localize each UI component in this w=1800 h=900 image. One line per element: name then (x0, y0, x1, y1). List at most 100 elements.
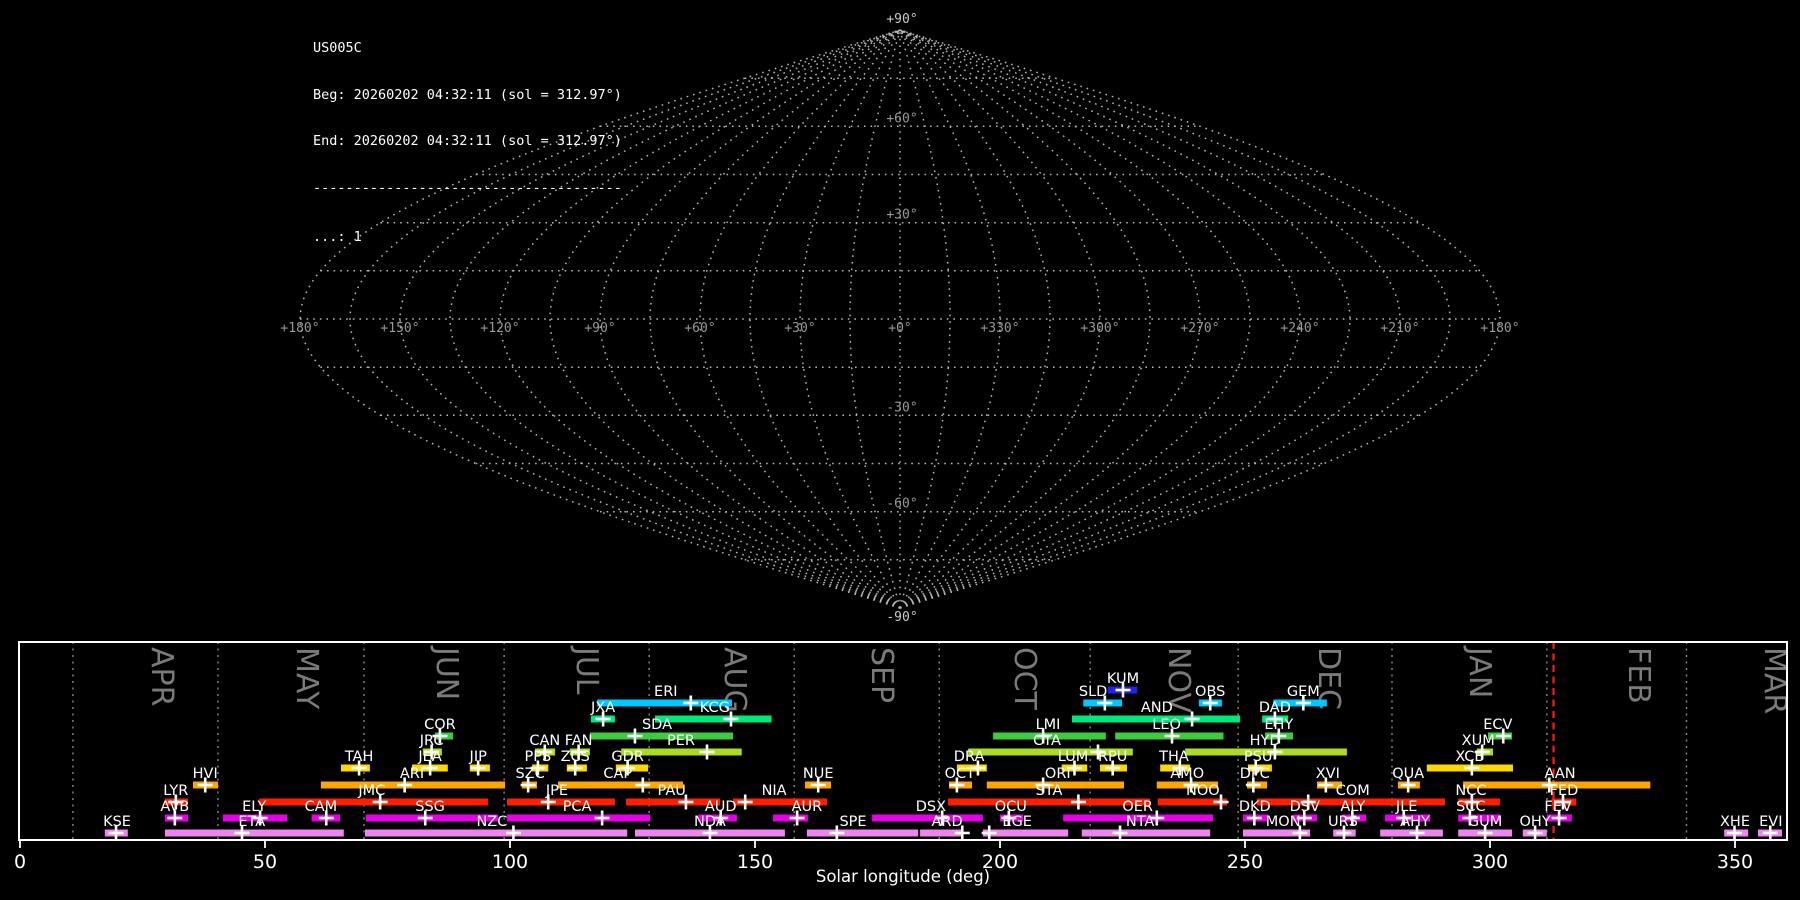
shower-FAN: FAN (565, 733, 592, 760)
shower-code-label-LMI: LMI (1036, 717, 1061, 733)
shower-code-label-AND: AND (1141, 700, 1173, 716)
shower-code-label-COR: COR (424, 717, 456, 733)
map-longitude-label: +270° (1180, 321, 1219, 336)
shower-ETA: ETA (165, 814, 344, 841)
shower-KCG: KCG (655, 700, 772, 727)
map-meridian-90 (899, 29, 1201, 609)
shower-JXA: JXA (590, 700, 615, 727)
shower-bar-NIA (733, 798, 828, 806)
shower-SPE: SPE (806, 814, 919, 841)
map-longitude-label: +60° (684, 321, 715, 336)
shower-code-label-SDA: SDA (642, 717, 672, 733)
x-axis-tick-label: 200 (982, 851, 1018, 873)
map-meridian--135 (449, 29, 901, 609)
shower-code-label-KUM: KUM (1107, 671, 1139, 687)
map-longitude-label: +180° (280, 321, 319, 336)
shower-bar-PER (621, 748, 742, 756)
shower-code-label-NDA: NDA (694, 814, 726, 830)
shower-code-label-DSX: DSX (916, 799, 946, 815)
shower-bar-SPE (806, 829, 919, 837)
shower-COM: COM (1256, 783, 1445, 810)
shower-CAM: CAM (305, 799, 340, 826)
shower-code-label-NZC: NZC (476, 814, 507, 830)
shower-code-label-GEM: GEM (1287, 684, 1320, 700)
shower-code-label-XHE: XHE (1720, 814, 1750, 830)
shower-LEO: LEO (1115, 717, 1224, 744)
shower-code-label-NIA: NIA (762, 783, 787, 799)
shower-bar-NZC (365, 829, 628, 837)
shower-bar-ORI (986, 781, 1124, 789)
map-latitude-label: -60° (886, 497, 917, 512)
shower-code-label-STA: STA (1036, 783, 1063, 799)
shower-code-label-ORI: ORI (1045, 766, 1071, 782)
shower-LUM: LUM (1058, 749, 1088, 776)
map-latitude-label: -30° (886, 400, 917, 415)
shower-EGE: EGE (981, 814, 1069, 841)
shower-code-label-HYD: HYD (1250, 733, 1281, 749)
shower-DSX: DSX (872, 799, 983, 826)
map-meridian-180 (899, 29, 1501, 609)
shower-URS: URS (1328, 814, 1358, 841)
shower-code-label-ERI: ERI (654, 684, 678, 700)
shower-code-label-PCA: PCA (563, 799, 592, 815)
shower-code-label-OCT: OCT (945, 766, 976, 782)
shower-EHY: EHY (1264, 717, 1293, 744)
shower-code-label-NUE: NUE (803, 766, 834, 782)
shower-JEA: JEA (412, 749, 448, 776)
shower-code-label-ECV: ECV (1483, 717, 1512, 733)
shower-code-label-HVI: HVI (193, 766, 218, 782)
shower-code-label-EGE: EGE (1002, 814, 1032, 830)
shower-bar-COM (1256, 798, 1445, 806)
shower-ARD: ARD (920, 814, 970, 841)
shower-code-label-AUR: AUR (792, 799, 823, 815)
shower-code-label-JRC: JRC (419, 733, 444, 749)
shower-code-label-NCC: NCC (1455, 783, 1486, 799)
x-axis-tick-label: 100 (492, 851, 528, 873)
map-meridian--15 (849, 29, 901, 609)
shower-JMC: JMC (259, 783, 488, 810)
shower-DAD: DAD (1259, 700, 1291, 727)
shower-code-label-ETA: ETA (238, 814, 265, 830)
shower-TAH: TAH (341, 749, 373, 776)
shower-code-label-FED: FED (1550, 783, 1579, 799)
shower-code-label-AAN: AAN (1545, 766, 1576, 782)
shower-CTA: CTA (968, 733, 1133, 760)
shower-HVI: HVI (193, 766, 218, 793)
shower-code-label-OHY: OHY (1520, 814, 1551, 830)
shower-CAN: CAN (529, 733, 560, 760)
map-meridian--90 (599, 29, 901, 609)
shower-code-label-OBS: OBS (1195, 684, 1225, 700)
shower-XCB: XCB (1426, 749, 1513, 776)
shower-code-label-ALY: ALY (1340, 799, 1365, 815)
shower-code-label-XVI: XVI (1316, 766, 1340, 782)
shower-bar-AND (1072, 715, 1241, 723)
month-label-FEB: FEB (1621, 647, 1656, 704)
month-label-NOV: NOV (1161, 647, 1196, 714)
shower-JPE: JPE (507, 783, 615, 810)
shower-FEV: FEV (1544, 799, 1572, 826)
shower-JLE: JLE (1385, 799, 1431, 826)
month-label-SEP: SEP (864, 647, 899, 703)
map-meridian-135 (899, 29, 1351, 609)
shower-code-label-QUA: QUA (1392, 766, 1424, 782)
shower-bar-OER (1063, 814, 1214, 822)
month-label-JAN: JAN (1462, 645, 1497, 698)
shower-code-label-URS: URS (1328, 814, 1358, 830)
shower-bar-CAP (558, 781, 683, 789)
shower-OER: OER (1063, 799, 1214, 826)
shower-OBS: OBS (1195, 684, 1225, 711)
shower-PER: PER (621, 733, 742, 760)
map-longitude-label: +0° (888, 321, 911, 336)
shower-code-label-NOO: NOO (1186, 783, 1220, 799)
begin-time-line: Beg: 20260202 04:32:11 (sol = 312.97°) (313, 86, 622, 103)
shower-PCA: PCA (507, 799, 651, 826)
shower-code-label-MON: MON (1266, 814, 1301, 830)
map-longitude-label: +150° (380, 321, 419, 336)
shower-NOO: NOO (1157, 783, 1229, 810)
timeline-plot-frame (18, 641, 1788, 841)
shower-code-label-XUM: XUM (1462, 733, 1495, 749)
shower-code-label-TAH: TAH (344, 749, 374, 765)
shower-OHY: OHY (1520, 814, 1551, 841)
shower-bar-ERI (597, 699, 732, 707)
